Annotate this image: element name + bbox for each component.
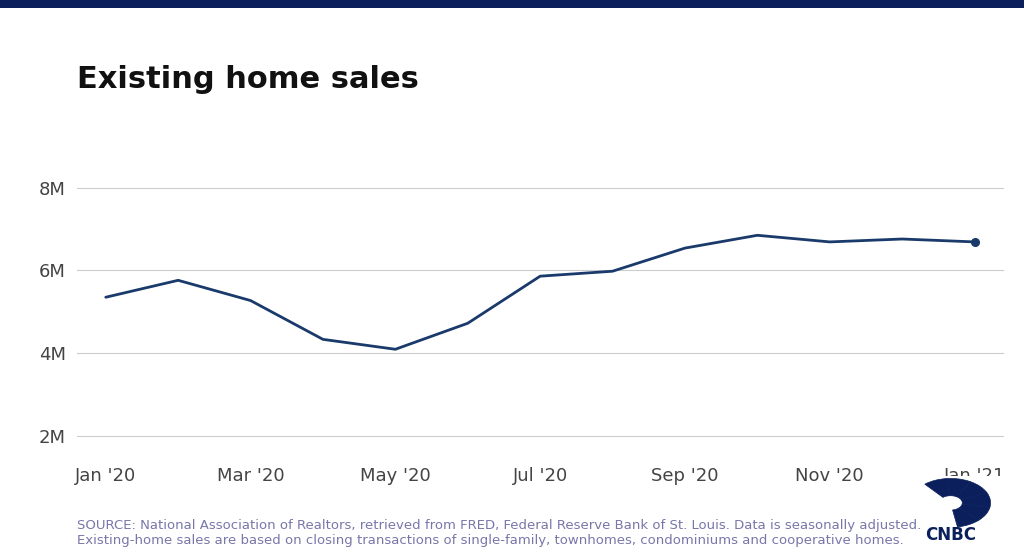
Text: CNBC: CNBC	[925, 525, 976, 544]
Wedge shape	[962, 493, 990, 507]
Wedge shape	[956, 482, 987, 500]
Circle shape	[943, 499, 957, 507]
Wedge shape	[952, 508, 979, 527]
Wedge shape	[947, 478, 971, 497]
Text: SOURCE: National Association of Realtors, retrieved from FRED, Federal Reserve B: SOURCE: National Association of Realtors…	[77, 519, 921, 547]
Text: Existing home sales: Existing home sales	[77, 65, 419, 94]
Wedge shape	[958, 504, 990, 520]
Wedge shape	[925, 478, 949, 497]
